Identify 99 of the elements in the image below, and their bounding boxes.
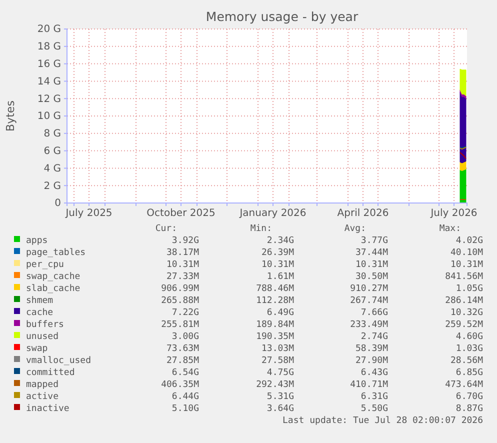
text: 10.31M <box>355 260 389 270</box>
text: 27.58M <box>261 356 295 366</box>
text: 27.33M <box>166 272 200 282</box>
legend-label: slab_cache <box>26 284 80 294</box>
text: Last update: Tue Jul 28 02:00:07 2026 <box>282 416 483 426</box>
y-tick-label: 16 G <box>37 59 61 70</box>
text: 255.81M <box>161 320 200 330</box>
text: 3.92G <box>172 236 199 246</box>
y-tick-label: 2 G <box>44 180 61 192</box>
legend-label: cache <box>26 308 54 318</box>
legend-label: active <box>26 392 59 402</box>
legend-label: committed <box>26 368 75 378</box>
text: 190.35M <box>256 332 295 342</box>
legend-label: shmem <box>26 296 54 306</box>
y-tick-label: 8 G <box>44 128 61 140</box>
text: 6.43G <box>360 368 388 378</box>
text: 233.49M <box>350 320 389 330</box>
text: 906.99M <box>161 284 200 294</box>
text: 6.54G <box>172 368 199 378</box>
text: 292.43M <box>256 380 295 390</box>
text: 3.77G <box>360 236 388 246</box>
text: 1.03G <box>456 344 483 354</box>
text: 286.14M <box>445 296 484 306</box>
text: 7.22G <box>172 308 199 318</box>
text: 189.84M <box>256 320 295 330</box>
text: 10.31M <box>261 260 295 270</box>
y-tick-label: 14 G <box>37 76 61 88</box>
y-tick-label: 10 G <box>37 111 61 122</box>
legend-label: page_tables <box>26 248 86 258</box>
text: 841.56M <box>445 272 484 282</box>
text: 2.74G <box>360 332 388 342</box>
text: 112.28M <box>256 296 295 306</box>
y-tick-label: 12 G <box>37 94 61 105</box>
text: 473.64M <box>445 380 484 390</box>
text: 1.05G <box>456 284 483 294</box>
y-tick-label: 18 G <box>37 42 61 53</box>
text: Avg: <box>344 224 366 234</box>
text: 10.31M <box>450 260 484 270</box>
text: 788.46M <box>256 284 295 294</box>
y-axis-title: Bytes <box>4 100 17 132</box>
text: 6.44G <box>172 392 199 402</box>
text: 8.87G <box>456 404 483 414</box>
text: 40.10M <box>450 248 484 258</box>
text: 1.61M <box>266 272 295 282</box>
x-tick-label: April 2026 <box>337 208 389 220</box>
text: 28.56M <box>450 356 484 366</box>
text: 910.27M <box>350 284 389 294</box>
text: 6.70G <box>456 392 483 402</box>
text: 7.66G <box>360 308 388 318</box>
text: 26.39M <box>261 248 295 258</box>
text: 37.44M <box>355 248 389 258</box>
text: 410.71M <box>350 380 389 390</box>
x-tick-label: October 2025 <box>146 208 216 220</box>
text: 3.64G <box>266 404 294 414</box>
text: 265.88M <box>161 296 200 306</box>
text: 259.52M <box>445 320 484 330</box>
text: 38.17M <box>166 248 200 258</box>
text: 406.35M <box>161 380 200 390</box>
text: 73.63M <box>166 344 200 354</box>
text: 5.50G <box>360 404 388 414</box>
legend-label: mapped <box>26 380 59 390</box>
text: 27.85M <box>166 356 200 366</box>
text: 30.50M <box>355 272 389 282</box>
y-tick-label: 20 G <box>37 24 61 36</box>
legend-label: buffers <box>26 320 64 330</box>
legend-label: apps <box>26 236 48 246</box>
x-tick-label: July 2025 <box>64 208 112 220</box>
text: 4.60G <box>456 332 483 342</box>
text: 58.39M <box>355 344 389 354</box>
legend-label: per_cpu <box>26 260 64 270</box>
chart-title: Memory usage - by year <box>206 9 359 24</box>
text: 4.75G <box>266 368 294 378</box>
text: 3.00G <box>172 332 199 342</box>
text: 10.32G <box>450 308 483 318</box>
legend-label: unused <box>26 332 59 342</box>
x-tick-label: January 2026 <box>238 208 306 220</box>
text: 2.34G <box>266 236 294 246</box>
y-tick-label: 6 G <box>44 146 61 157</box>
y-tick-label: 0 <box>54 198 61 210</box>
text: 6.31G <box>360 392 388 402</box>
legend-label: swap_cache <box>26 272 80 282</box>
text: Min: <box>250 224 272 234</box>
text: 267.74M <box>350 296 389 306</box>
legend-label: vmalloc_used <box>26 356 92 366</box>
line-series <box>460 152 466 160</box>
text: 10.31M <box>166 260 200 270</box>
legend-label: swap <box>26 344 48 354</box>
text: 5.31G <box>266 392 294 402</box>
text: Cur: <box>155 224 177 234</box>
text: 6.49G <box>266 308 294 318</box>
text: 27.90M <box>355 356 389 366</box>
text: 6.85G <box>456 368 483 378</box>
text: 4.02G <box>456 236 483 246</box>
y-tick-label: 4 G <box>44 163 61 174</box>
text: 13.03M <box>261 344 295 354</box>
text: 5.10G <box>172 404 199 414</box>
x-tick-label: July 2026 <box>430 208 478 220</box>
text: Max: <box>439 224 461 234</box>
legend-label: inactive <box>26 404 70 414</box>
